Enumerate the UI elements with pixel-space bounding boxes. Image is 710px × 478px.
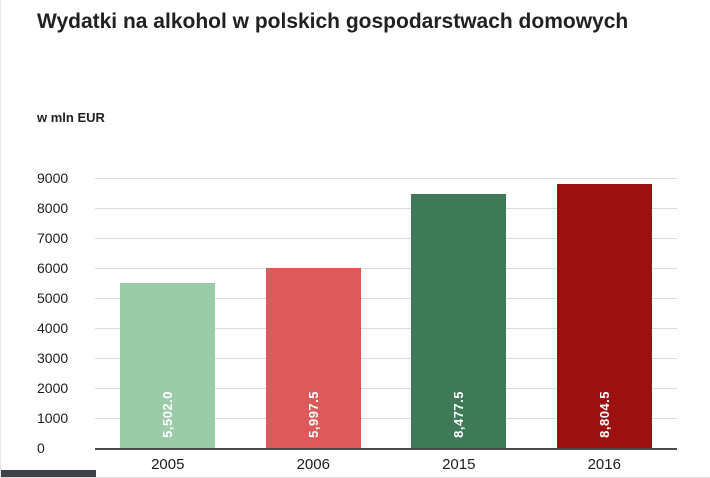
- chart-title: Wydatki na alkohol w polskich gospodarst…: [37, 10, 629, 33]
- bar-value-label-wrap: 8,804.5: [557, 391, 652, 438]
- y-tick-label: 9000: [37, 170, 69, 186]
- bar-value-label-wrap: 5,997.5: [266, 391, 361, 438]
- gridline-9000: [95, 178, 677, 179]
- gridline-5000: [95, 298, 677, 299]
- bar-value-label-wrap: 8,477.5: [411, 391, 506, 438]
- gridline-4000: [95, 328, 677, 329]
- bar-2015: 8,477.5: [411, 193, 507, 448]
- y-tick-label: 0: [37, 440, 45, 456]
- y-tick-label: 7000: [37, 230, 69, 246]
- y-tick-label: 3000: [37, 350, 69, 366]
- y-tick-label: 1000: [37, 410, 69, 426]
- plot-area: 0 1000 2000 3000 4000 5000 6000 7000 8000 9000 5,5…: [37, 170, 677, 456]
- x-tick-label-2016: 2016: [587, 456, 621, 473]
- y-tick-label: 6000: [37, 260, 69, 276]
- gridline-8000: [95, 208, 677, 209]
- bar-2006: 5,997.5: [265, 268, 361, 448]
- x-axis-baseline: [95, 448, 677, 450]
- x-tick-label-2005: 2005: [151, 456, 185, 473]
- gridline-6000: [95, 268, 677, 269]
- y-tick-label: 5000: [37, 290, 69, 306]
- gridline-1000: [95, 418, 677, 419]
- bar-value-label: 5,997.5: [305, 391, 321, 438]
- y-tick-label: 2000: [37, 380, 69, 396]
- y-tick-label: 8000: [37, 200, 69, 216]
- gridline-2000: [95, 388, 677, 389]
- x-tick-label-2015: 2015: [442, 456, 476, 473]
- bar-value-label: 8,804.5: [596, 391, 612, 438]
- footer-strip: [1, 470, 96, 478]
- bar-chart: 0 1000 2000 3000 4000 5000 6000 7000 8000 9000 5,5…: [37, 170, 677, 473]
- bar-value-label-wrap: 5,502.0: [120, 391, 215, 438]
- gridline-3000: [95, 358, 677, 359]
- bars-container: 5,502.0 5,997.5 8,477.5 8,804.5: [95, 178, 677, 448]
- y-tick-label: 4000: [37, 320, 69, 336]
- x-tick-label-2006: 2006: [296, 456, 330, 473]
- bar-value-label: 8,477.5: [451, 391, 467, 438]
- x-axis-labels: 2005 2006 2015 2016: [95, 448, 677, 473]
- bar-2016: 8,804.5: [556, 183, 652, 448]
- chart-subtitle: w mln EUR: [37, 110, 105, 125]
- gridline-7000: [95, 238, 677, 239]
- bar-2005: 5,502.0: [120, 282, 216, 448]
- bar-value-label: 5,502.0: [160, 391, 176, 438]
